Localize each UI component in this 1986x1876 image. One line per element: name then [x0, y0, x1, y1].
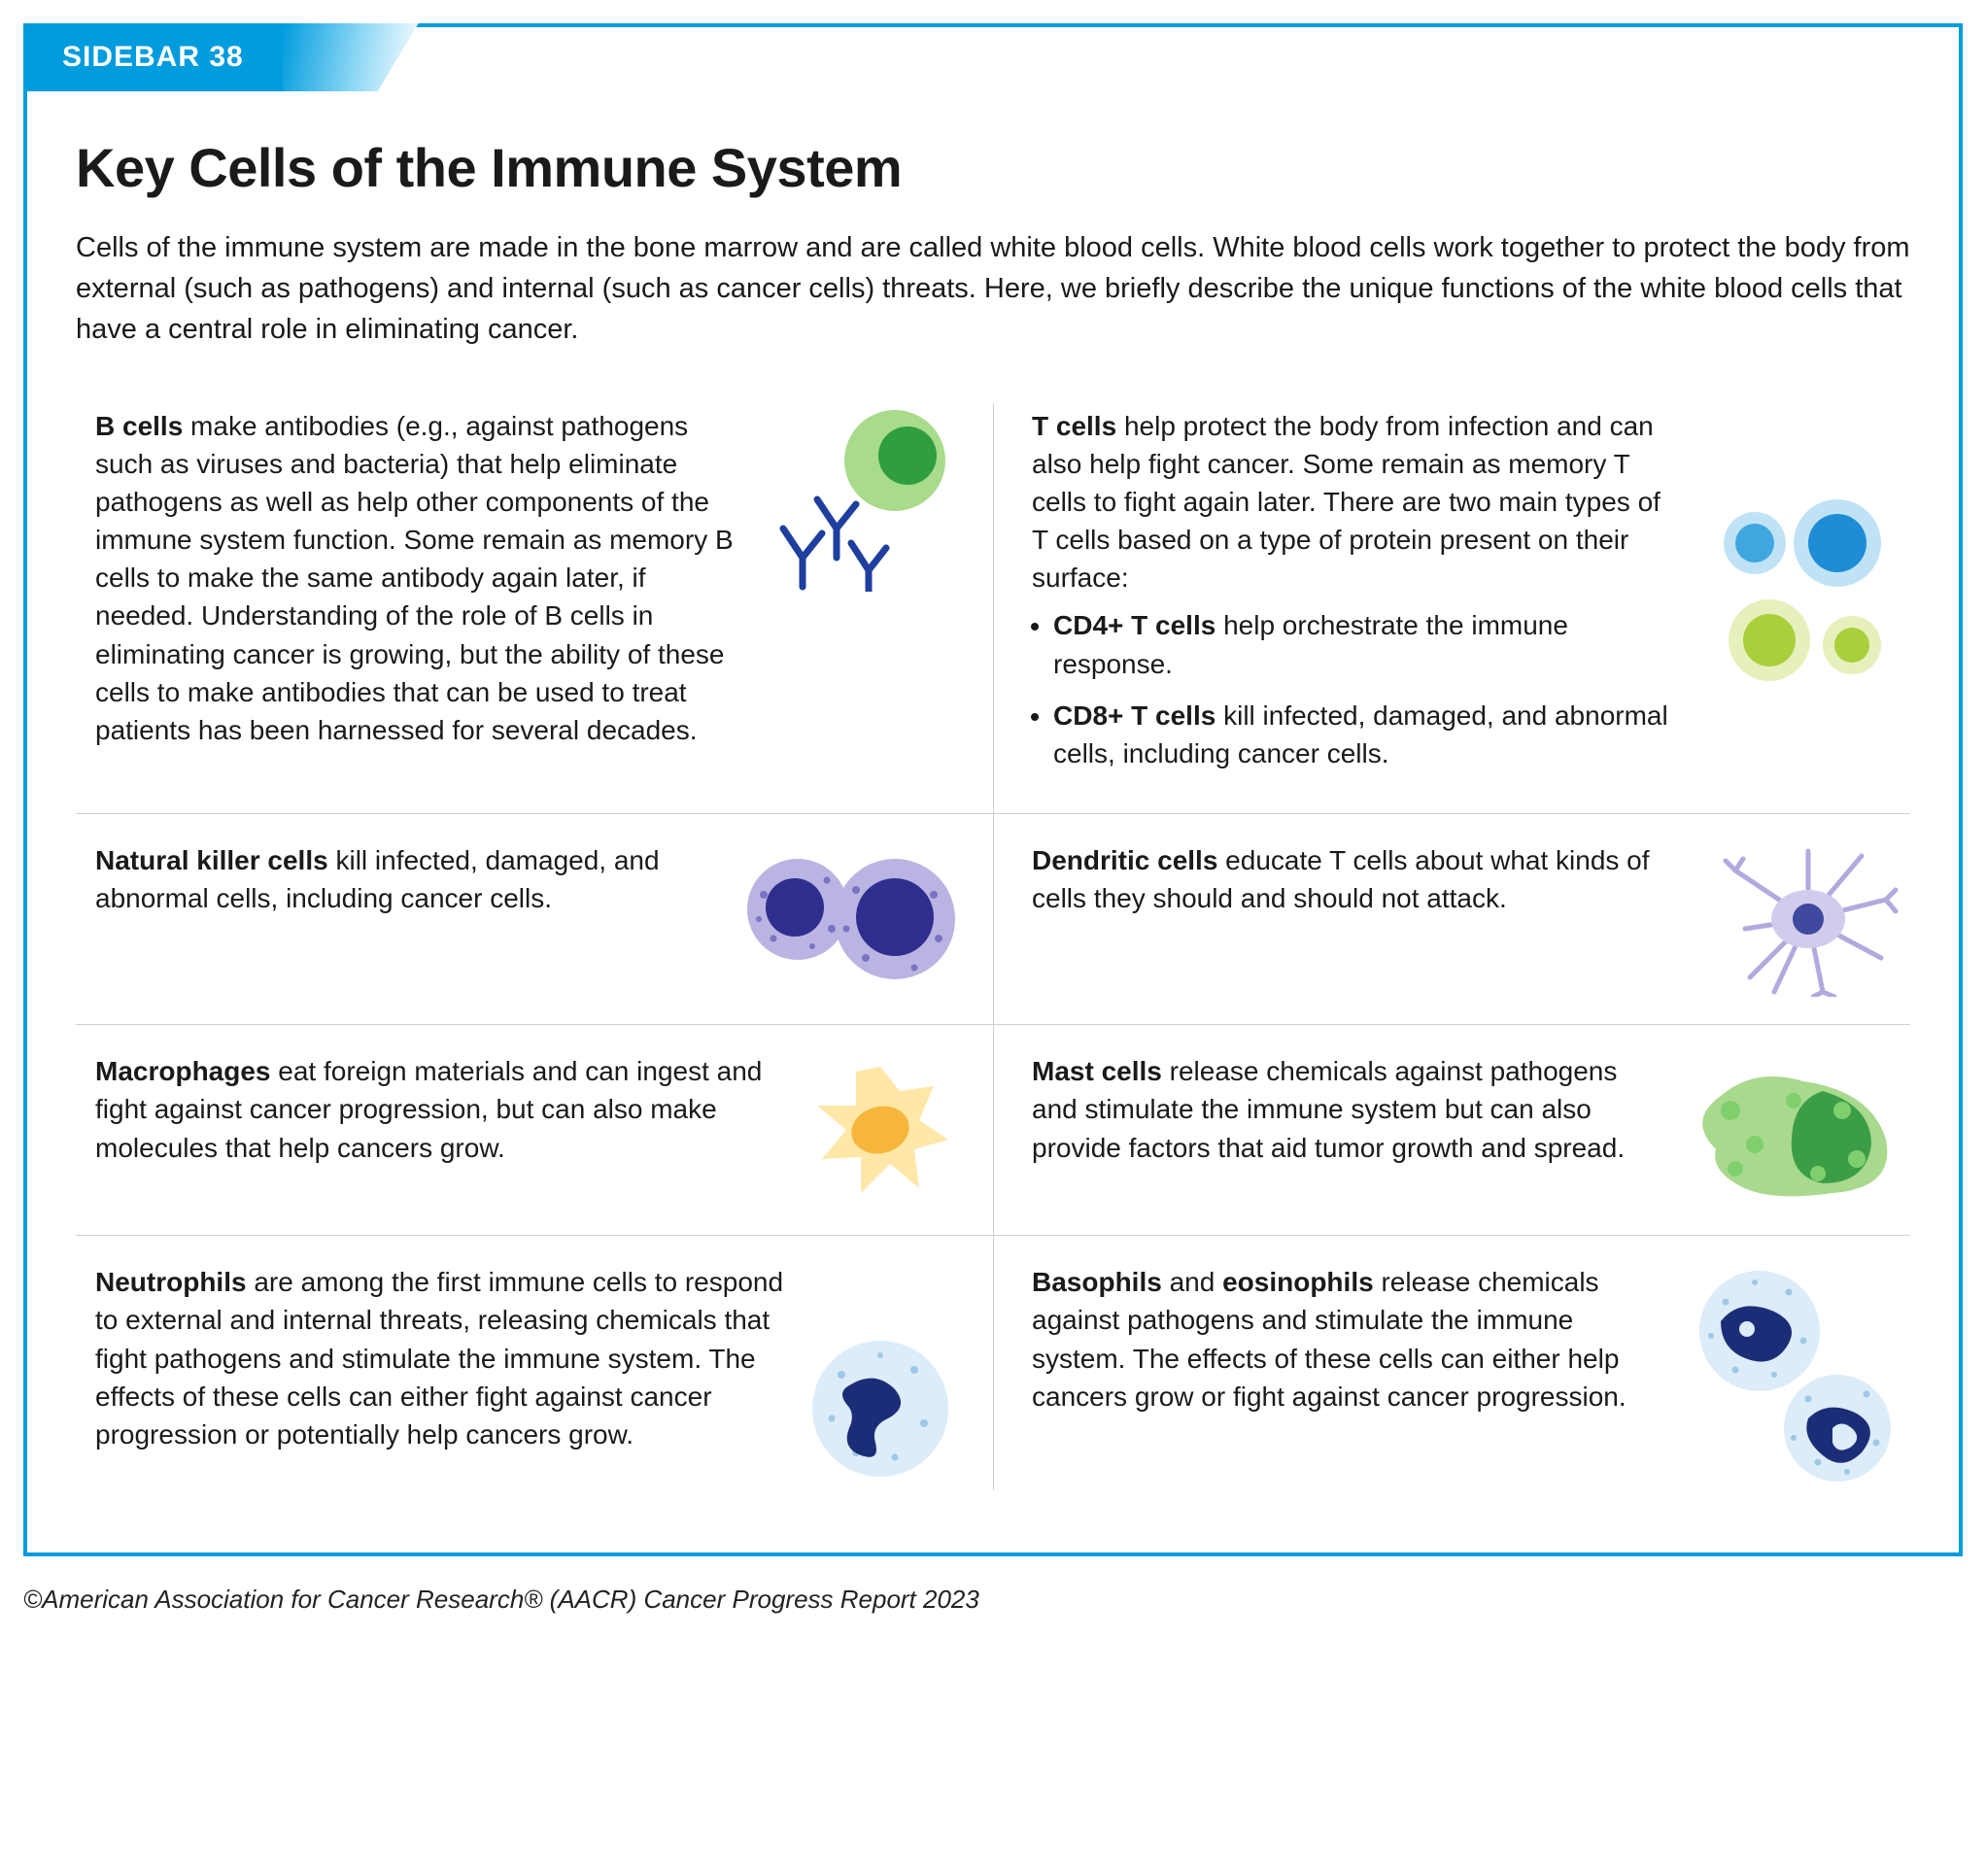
basoeos-name2: eosinophils [1222, 1267, 1374, 1297]
cell-basoeos: Basophils and eosinophils release chemic… [993, 1235, 1910, 1514]
dendritic-text: Dendritic cells educate T cells about wh… [1032, 841, 1698, 917]
macrophages-icon [803, 1052, 958, 1208]
nk-icon [735, 841, 958, 987]
mast-name: Mast cells [1032, 1056, 1162, 1086]
intro-paragraph: Cells of the immune system are made in t… [76, 227, 1910, 350]
bcells-icon [764, 407, 958, 592]
tcells-bullets: CD4+ T cells help orchestrate the immune… [1053, 606, 1679, 772]
tcells-text: T cells help protect the body from infec… [1032, 407, 1679, 787]
tcells-name: T cells [1032, 411, 1116, 441]
neutrophils-icon [803, 1331, 958, 1486]
sidebar-tab: SIDEBAR 38 [23, 23, 283, 91]
dendritic-name: Dendritic cells [1032, 845, 1217, 875]
cell-macrophages: Macrophages eat foreign materials and ca… [76, 1024, 993, 1235]
page-title: Key Cells of the Immune System [76, 130, 1910, 206]
cell-tcells: T cells help protect the body from infec… [993, 380, 1910, 814]
basoeos-name1: Basophils [1032, 1267, 1162, 1297]
neutrophils-text: Neutrophils are among the first immune c… [95, 1263, 785, 1453]
cell-dendritic: Dendritic cells educate T cells about wh… [993, 813, 1910, 1024]
cell-neutrophils: Neutrophils are among the first immune c… [76, 1235, 993, 1514]
nk-text: Natural killer cells kill infected, dama… [95, 841, 717, 917]
sidebar-tab-label: SIDEBAR 38 [62, 41, 244, 73]
basoeos-icon [1687, 1263, 1900, 1486]
tcells-body: help protect the body from infection and… [1032, 411, 1661, 594]
basoeos-text: Basophils and eosinophils release chemic… [1032, 1263, 1669, 1416]
cell-bcells: B cells make antibodies (e.g., against p… [76, 380, 993, 814]
macrophages-name: Macrophages [95, 1056, 271, 1086]
dendritic-icon [1716, 841, 1900, 997]
mast-text: Mast cells release chemicals against pat… [1032, 1052, 1660, 1167]
bcells-text: B cells make antibodies (e.g., against p… [95, 407, 746, 750]
cell-nk: Natural killer cells kill infected, dama… [76, 813, 993, 1024]
mast-icon [1677, 1052, 1900, 1208]
bcells-name: B cells [95, 411, 183, 441]
sidebar-container: SIDEBAR 38 Key Cells of the Immune Syste… [23, 23, 1963, 1556]
nk-name: Natural killer cells [95, 845, 328, 875]
cells-grid: B cells make antibodies (e.g., against p… [76, 380, 1910, 1515]
footer-credit: ©American Association for Cancer Researc… [23, 1582, 1963, 1617]
content-area: Key Cells of the Immune System Cells of … [27, 91, 1959, 1552]
tcells-icon [1696, 495, 1900, 699]
macrophages-text: Macrophages eat foreign materials and ca… [95, 1052, 785, 1167]
tcells-bullet-cd8: CD8+ T cells kill infected, damaged, and… [1053, 697, 1679, 772]
bcells-body: make antibodies (e.g., against pathogens… [95, 411, 734, 746]
cell-mast: Mast cells release chemicals against pat… [993, 1024, 1910, 1235]
neutrophils-name: Neutrophils [95, 1267, 247, 1297]
tcells-bullet-cd4: CD4+ T cells help orchestrate the immune… [1053, 606, 1679, 682]
